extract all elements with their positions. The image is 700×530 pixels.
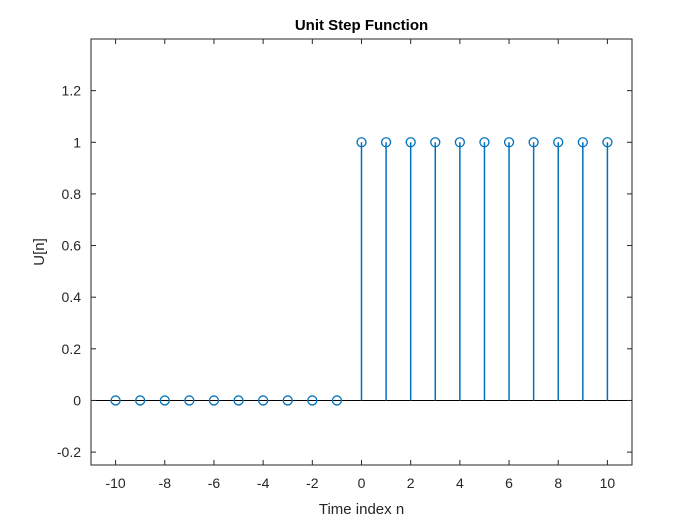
y-tick-label: 1 (73, 134, 81, 150)
stem-marker (233, 395, 244, 406)
marks-layer (91, 137, 632, 406)
stem-marker (257, 395, 269, 406)
x-tick-label: -6 (208, 475, 221, 491)
x-tick-label: 10 (600, 475, 616, 491)
stem-marker (208, 395, 220, 406)
stem-marker (430, 137, 441, 148)
x-axis-label: Time index n (319, 501, 404, 518)
axes-box (90, 38, 633, 466)
x-tick-label: -4 (257, 475, 270, 491)
stem-marker (479, 137, 490, 148)
x-tick-label: 0 (358, 475, 366, 491)
chart-title: Unit Step Function (295, 17, 428, 34)
x-tick-label: 2 (407, 475, 415, 491)
x-tick-label: 8 (554, 475, 562, 491)
stem-marker (331, 395, 343, 406)
stem-marker (282, 395, 293, 406)
y-tick-label: 0.2 (62, 341, 82, 357)
stem-marker (135, 395, 146, 406)
stem-marker (602, 137, 613, 148)
y-axis-label: U[n] (31, 238, 48, 266)
stem-marker (405, 137, 416, 148)
stem-marker (159, 395, 170, 406)
stem-marker (503, 137, 515, 148)
y-tick-label: -0.2 (57, 444, 81, 460)
x-tick-label: 4 (456, 475, 464, 491)
x-tick-label: -8 (159, 475, 172, 491)
x-tick-label: -10 (105, 475, 125, 491)
x-tick-label: 6 (505, 475, 513, 491)
y-tick-label: 0.4 (62, 289, 82, 305)
y-tick-label: 0.8 (62, 186, 82, 202)
stem-marker (356, 137, 367, 148)
stem-marker (454, 137, 466, 148)
stem-marker (577, 137, 588, 148)
y-tick-label: 0.6 (62, 238, 82, 254)
stem-marker (528, 137, 539, 148)
stem-marker (110, 395, 121, 406)
stem-marker (380, 137, 392, 148)
ticks-layer: -10 -8 -6 -4 -2 0 2 4 6 8 10 -0.2 0 0.2 0.4 0.6 0.8 1 1.2 (57, 39, 632, 491)
stem-marker (307, 395, 318, 406)
stem-marker (184, 395, 195, 406)
y-tick-label: 0 (73, 392, 81, 408)
y-tick-label: 1.2 (62, 83, 82, 99)
stem-marker (553, 137, 564, 148)
x-tick-label: -2 (306, 475, 319, 491)
